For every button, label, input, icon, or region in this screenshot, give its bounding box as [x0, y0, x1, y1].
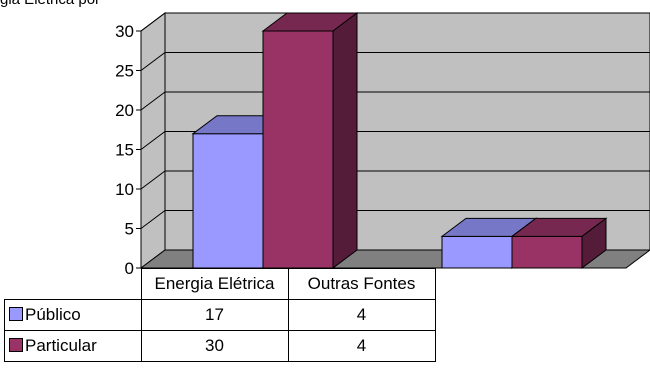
category-label: Outras Fontes: [287, 268, 436, 300]
bar-front: [441, 235, 513, 269]
category-label: Energia Elétrica: [140, 268, 289, 300]
gridline: [140, 52, 650, 71]
data-table: Energia Elétrica Outras Fontes Público 1…: [4, 268, 436, 362]
table-cell: 17: [140, 299, 289, 331]
bar-side: [581, 217, 607, 269]
gridlines: [140, 12, 650, 229]
top-caption: gia Elétrica por: [0, 0, 100, 8]
y-tick-label: 20: [115, 101, 134, 120]
bar-front: [511, 235, 583, 269]
series-name: Público: [25, 305, 81, 324]
gridline: [140, 170, 650, 190]
bar-side: [332, 12, 358, 269]
table-row: Particular 30 4: [4, 330, 436, 362]
bar-front: [262, 30, 334, 269]
y-tick-label: 0: [125, 259, 134, 278]
bar: [510, 217, 608, 269]
y-tick-label: 30: [115, 22, 134, 41]
y-tick-label: 5: [125, 220, 134, 239]
gridline: [140, 131, 650, 150]
legend-swatch: [9, 307, 23, 321]
table-corner: [5, 269, 142, 300]
legend-entry-particular: Particular: [4, 330, 142, 362]
gridline: [140, 210, 650, 229]
table-row: Público 17 4: [4, 299, 436, 331]
table-cell: 4: [287, 330, 436, 362]
legend-swatch: [9, 338, 23, 352]
table-header-row: Energia Elétrica Outras Fontes: [5, 268, 436, 300]
y-tick-label: 15: [115, 141, 134, 160]
bar: [261, 12, 359, 269]
legend-entry-publico: Público: [4, 299, 142, 331]
series-name: Particular: [25, 336, 97, 355]
y-tick-label: 25: [115, 62, 134, 81]
bars: [191, 12, 608, 269]
table-cell: 4: [287, 299, 436, 331]
bar-front: [192, 133, 264, 269]
table-cell: 30: [140, 330, 289, 362]
y-tick-label: 10: [115, 180, 134, 199]
gridline: [140, 91, 650, 111]
gridline: [140, 12, 650, 32]
